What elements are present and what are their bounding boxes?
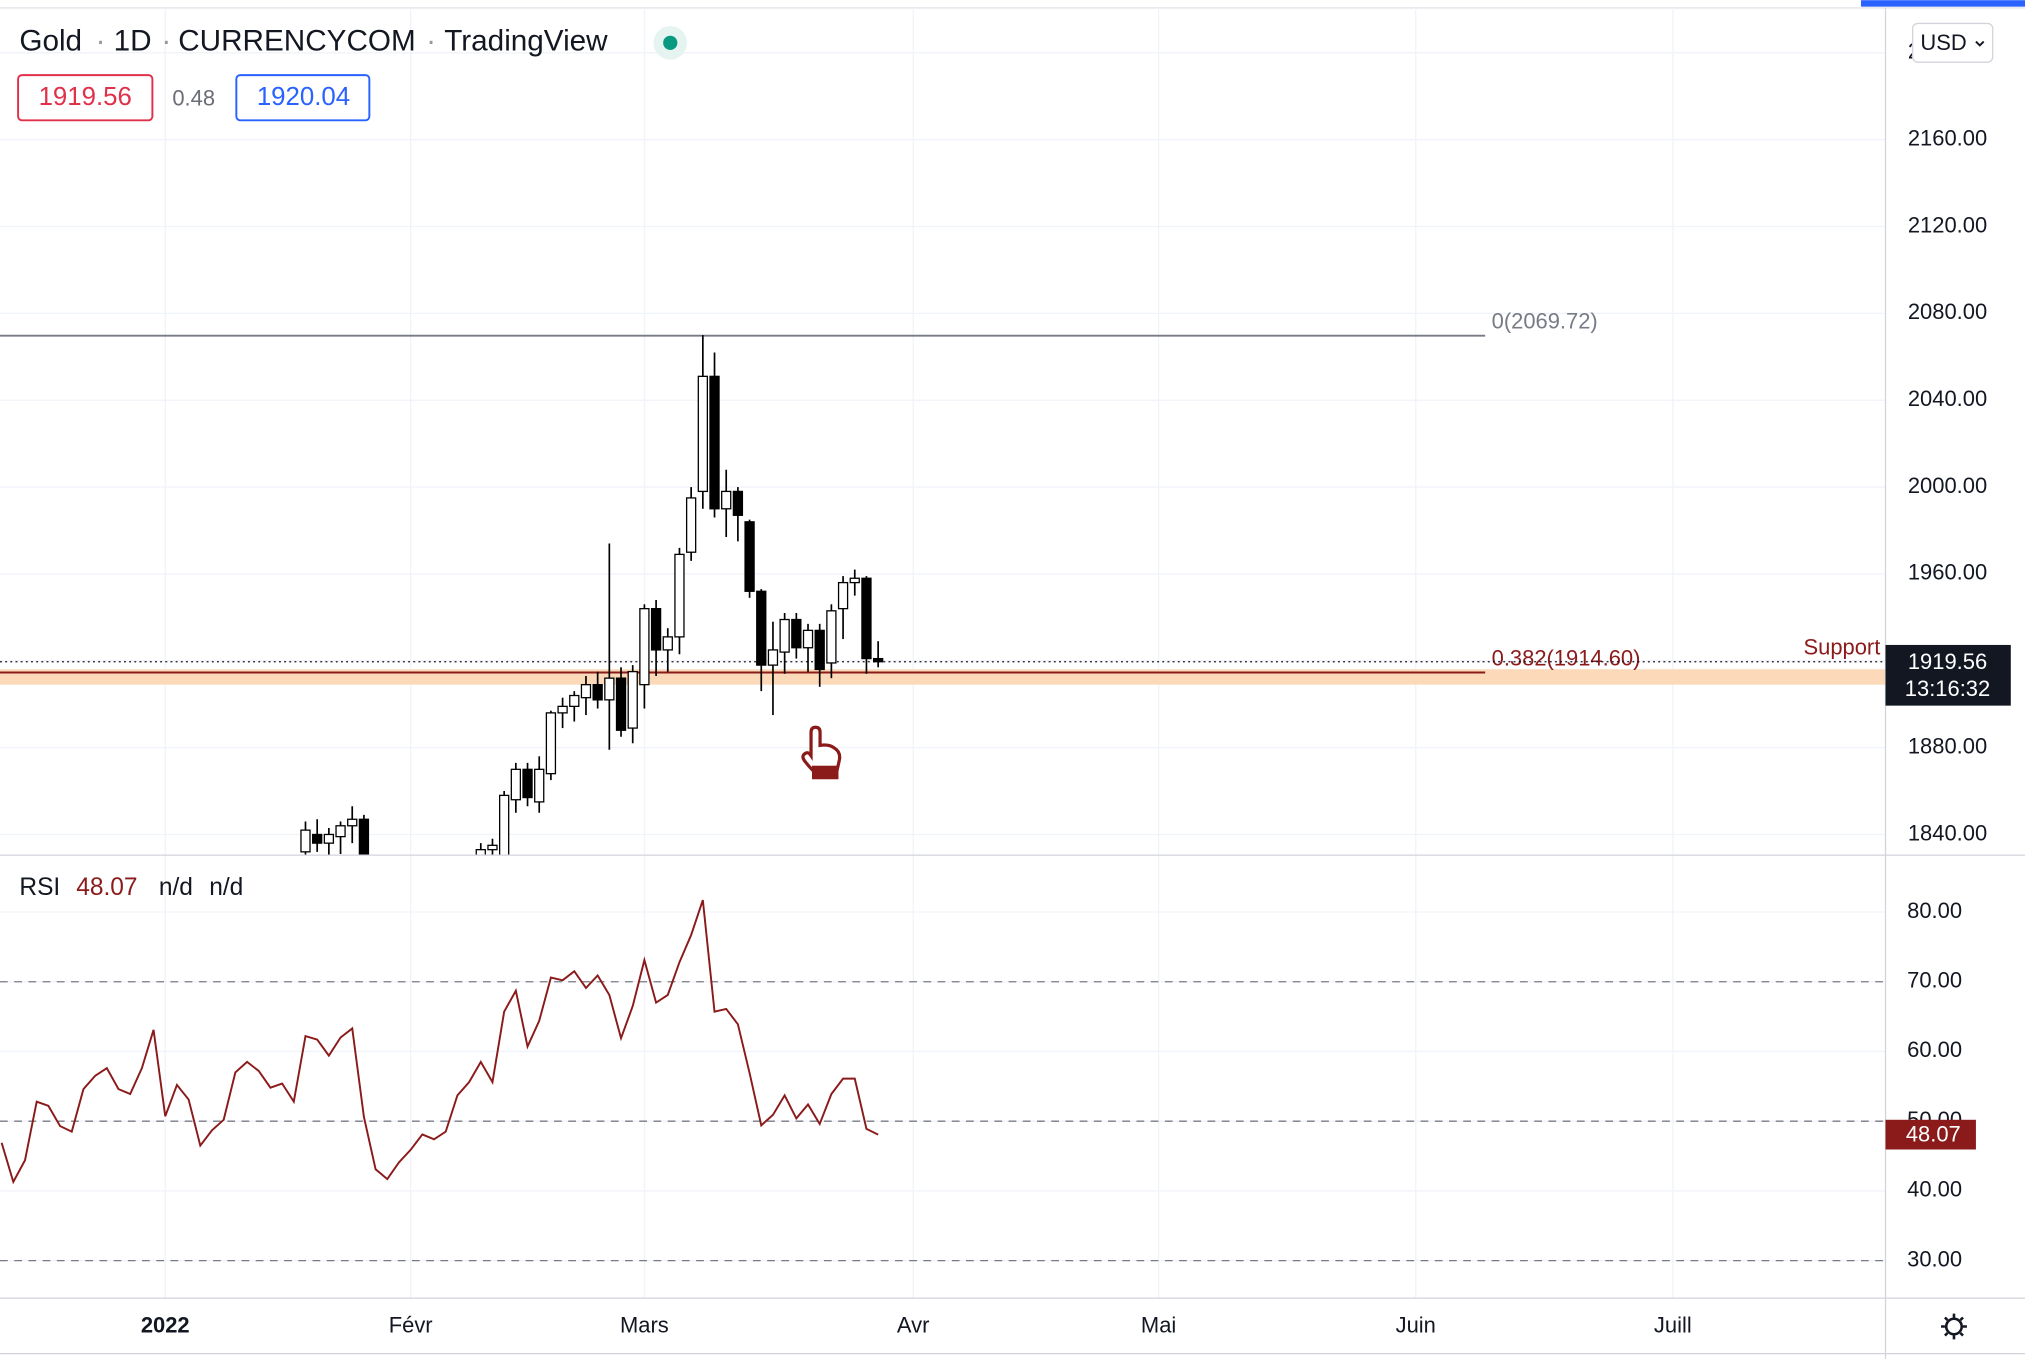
- bid-box[interactable]: [17, 74, 154, 122]
- y-tick-label: 2160.00: [1908, 125, 1987, 150]
- last-price-tag: [1885, 644, 2011, 706]
- sep: ·: [161, 25, 171, 58]
- candle-body: [592, 684, 603, 701]
- candle-body: [685, 497, 697, 553]
- y-tick-label: 1880.00: [1908, 733, 1987, 758]
- currency-button[interactable]: [1911, 22, 1994, 63]
- y-tick-label: 40.00: [1907, 1177, 1962, 1202]
- candle-body: [814, 629, 825, 671]
- candle-body: [756, 590, 767, 666]
- candle-body: [744, 521, 755, 592]
- candle-body: [534, 768, 545, 803]
- source: TradingView: [444, 25, 608, 58]
- rsi-tag-value: 48.07: [1906, 1122, 1961, 1147]
- rsi-line: [0, 899, 879, 1185]
- header: Gold · 1D · CURRENCYCOM · TradingView 19…: [17, 22, 1994, 122]
- candle-body: [872, 657, 884, 663]
- candle-body: [358, 818, 370, 856]
- x-tick-label: Juill: [1654, 1312, 1692, 1337]
- countdown: 13:16:32: [1905, 676, 1990, 701]
- candle-body: [604, 677, 615, 701]
- candle-body: [709, 375, 720, 510]
- candle-body: [849, 577, 860, 584]
- rsi-name: RSI: [19, 874, 60, 901]
- candle-body: [569, 694, 580, 708]
- x-tick-label: Mars: [620, 1312, 669, 1337]
- ask-box[interactable]: [235, 74, 371, 122]
- fib-label: 0(2069.72): [1492, 309, 1598, 334]
- sep: ·: [426, 25, 436, 58]
- sep: ·: [96, 25, 106, 58]
- candle-body: [662, 636, 673, 651]
- candle-body: [721, 490, 732, 510]
- y-tick-label: 80.00: [1907, 898, 1962, 923]
- candle-body: [323, 833, 335, 844]
- rsi-pane: [0, 855, 1886, 1299]
- fib-label: 0.382(1914.60): [1492, 645, 1641, 670]
- y-tick-label: 70.00: [1907, 968, 1962, 993]
- x-tick-label: Juin: [1396, 1312, 1436, 1337]
- candle-body: [861, 577, 872, 660]
- candle-body: [615, 677, 627, 731]
- bid[interactable]: 1919.56: [39, 83, 132, 111]
- candle-body: [498, 794, 510, 856]
- y-tick-label: 2080.00: [1908, 299, 1987, 324]
- y-tick-label: 1960.00: [1908, 560, 1987, 585]
- candle-body: [837, 581, 849, 610]
- candle-body: [557, 705, 568, 714]
- candle-body: [545, 712, 557, 775]
- axes: 2022 Févr Mars Avr Mai Juin Juill 1840.00 1880.0…: [19, 39, 2011, 1337]
- candle-body: [300, 829, 311, 853]
- x-tick-label: Avr: [897, 1312, 930, 1337]
- candle-body: [347, 818, 358, 827]
- settings-icon[interactable]: [1941, 1313, 1967, 1340]
- y-tick-label: 1840.00: [1908, 820, 1987, 845]
- rsi-extra: n/d: [209, 874, 243, 901]
- candle-body: [335, 825, 346, 838]
- x-tick-label: Mai: [1141, 1312, 1176, 1337]
- y-tick-label: 2000.00: [1908, 473, 1987, 498]
- candle-body: [487, 844, 498, 851]
- candle-body: [826, 610, 837, 664]
- y-tick-label: 2040.00: [1908, 386, 1987, 411]
- candle-body: [650, 608, 662, 651]
- candle-body: [767, 649, 779, 666]
- candle-body: [580, 684, 592, 699]
- currency[interactable]: USD: [1920, 30, 1966, 55]
- candle-body: [522, 768, 533, 799]
- candle-body: [697, 375, 709, 493]
- y-tick-label: 60.00: [1907, 1037, 1962, 1062]
- candle-body: [639, 608, 650, 686]
- candle-body: [510, 768, 522, 801]
- interval: 1D: [114, 25, 152, 58]
- candle-body: [627, 670, 638, 729]
- y-tick-label: 30.00: [1907, 1246, 1962, 1271]
- candle-body: [732, 490, 744, 516]
- hand-icon: [801, 725, 842, 780]
- candle-body: [802, 629, 814, 649]
- rsi-value: 48.07: [76, 874, 137, 901]
- support-label: Support: [1804, 634, 1881, 659]
- candle-body: [779, 618, 790, 653]
- x-tick-label: Févr: [389, 1312, 433, 1337]
- rsi-extra: n/d: [159, 874, 193, 901]
- top-accent: [1860, 0, 2025, 7]
- rsi-tag: [1885, 1119, 1976, 1150]
- exchange: CURRENCYCOM: [178, 25, 416, 58]
- candle-body: [312, 833, 323, 844]
- symbol: Gold: [19, 25, 82, 58]
- y-tick-label: 2120.00: [1908, 212, 1987, 237]
- candle-body: [791, 618, 802, 649]
- price-pane: Support 0(2069.72) 0.382(1914.60): [0, 7, 1886, 856]
- spread: 0.48: [172, 85, 215, 110]
- last-price: 1919.56: [1908, 649, 1987, 674]
- x-tick-label: 2022: [141, 1312, 190, 1337]
- currency-caret[interactable]: [1975, 40, 1985, 47]
- ask[interactable]: 1920.04: [257, 83, 350, 111]
- status-dot: [663, 35, 678, 50]
- candle-body: [674, 553, 685, 638]
